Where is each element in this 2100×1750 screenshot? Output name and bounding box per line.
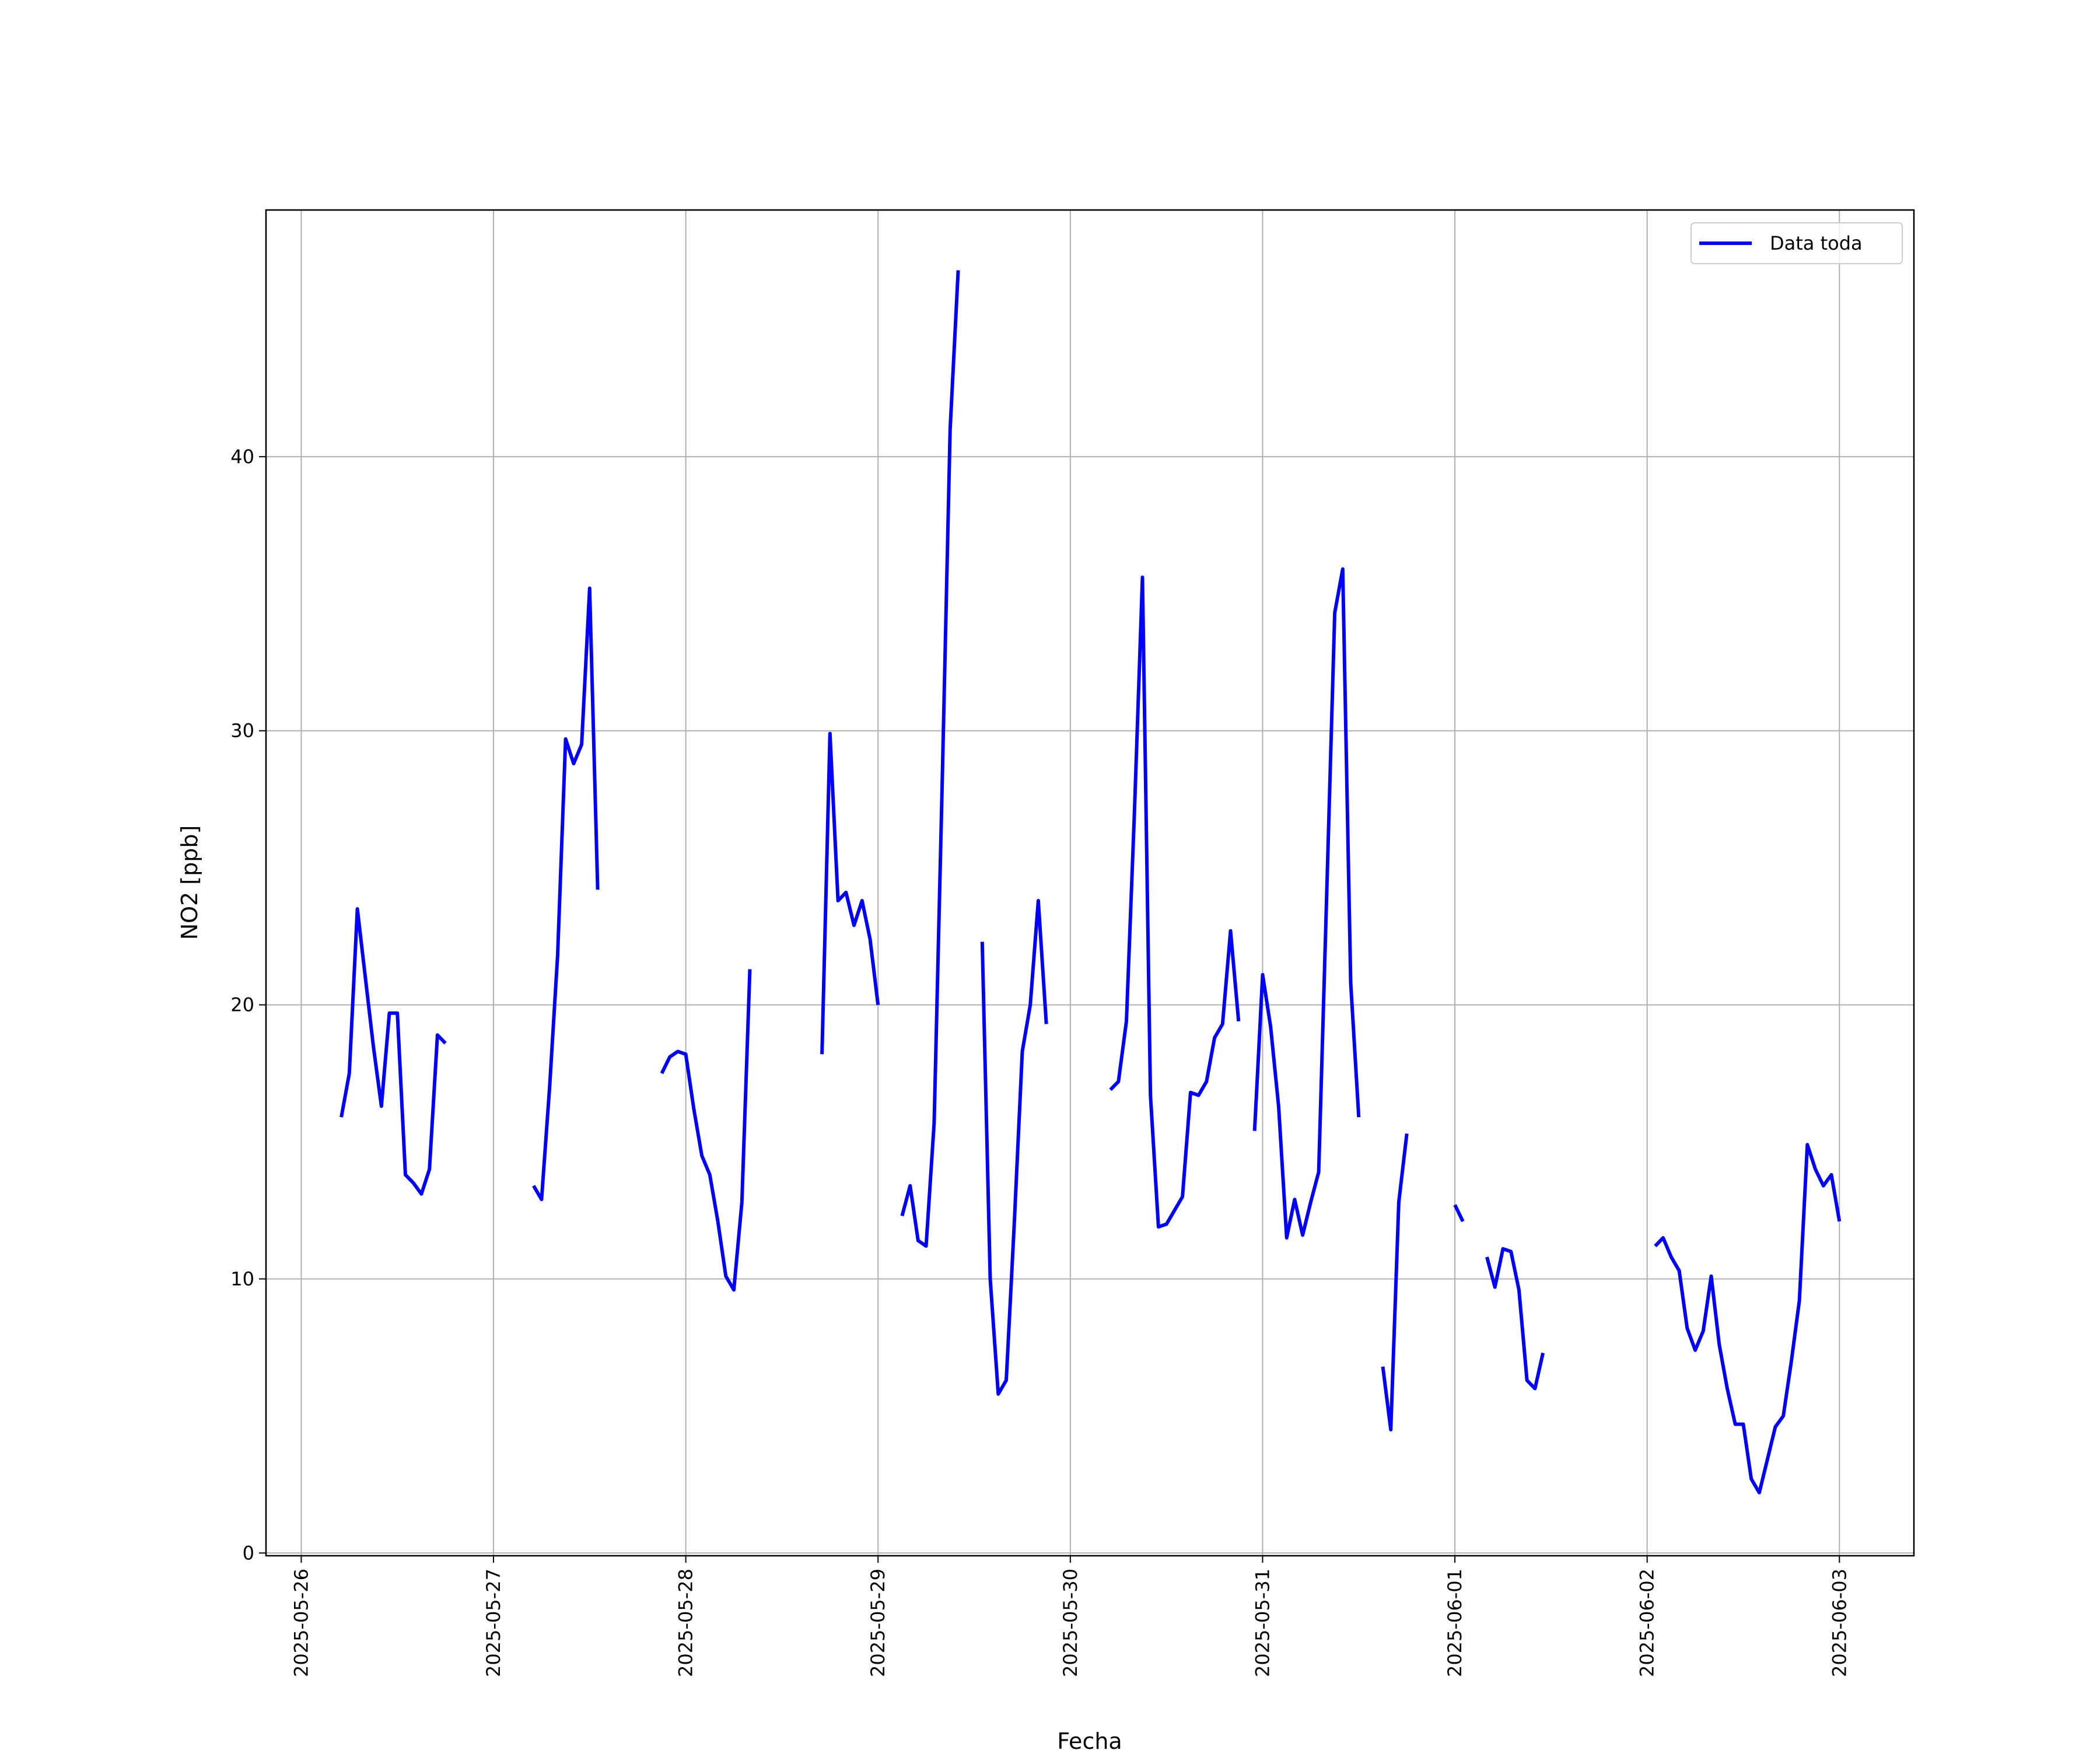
y-tick-label: 30 (230, 720, 254, 742)
y-tick-label: 20 (230, 994, 254, 1016)
x-tick-label: 2025-05-29 (867, 1569, 889, 1677)
legend-box (1690, 222, 1903, 264)
x-tick-label: 2025-05-28 (675, 1569, 697, 1677)
axes-frame (265, 209, 1915, 1557)
x-tick-label: 2025-06-03 (1828, 1569, 1850, 1677)
x-axis-label: Fecha (1057, 1728, 1122, 1750)
x-tick-label: 2025-06-01 (1444, 1569, 1466, 1677)
y-tick-label: 0 (243, 1542, 254, 1564)
x-tick-label: 2025-05-30 (1059, 1569, 1082, 1677)
x-tick-label: 2025-05-31 (1251, 1569, 1273, 1677)
y-tick-label: 40 (230, 446, 254, 468)
data-line (340, 270, 1842, 1494)
y-tick-label: 10 (230, 1268, 254, 1290)
legend-label: Data toda (1770, 232, 1863, 254)
x-tick-label: 2025-06-02 (1636, 1569, 1658, 1677)
x-tick-label: 2025-05-26 (290, 1569, 312, 1677)
x-tick-label: 2025-05-27 (482, 1569, 505, 1677)
y-axis-label: NO2 [ppb] (177, 825, 202, 940)
